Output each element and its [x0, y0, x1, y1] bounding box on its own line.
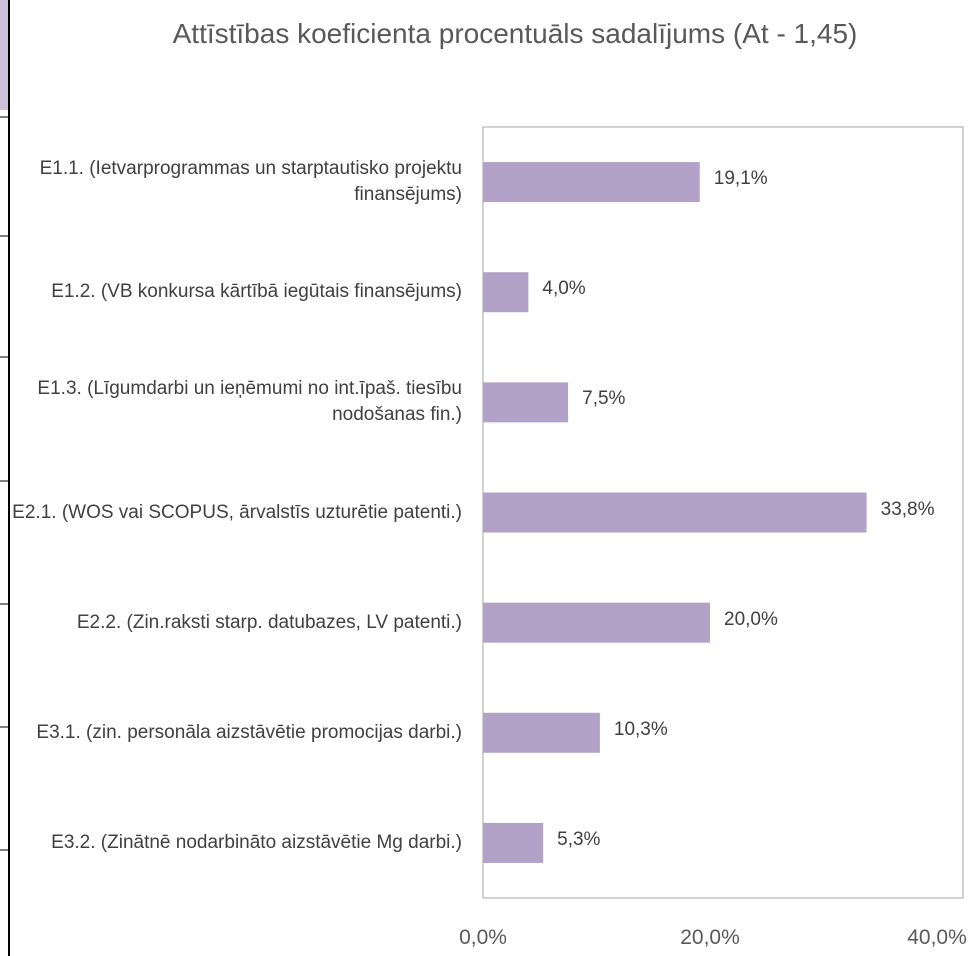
- category-label: E1.1. (Ietvarprogrammas un starptautisko…: [39, 158, 462, 206]
- bar: [483, 712, 600, 753]
- category-label: E2.2. (Zin.raksti starp. datubazes, LV p…: [76, 611, 462, 633]
- category-label: E1.3. (Līgumdarbi un ieņēmumi no int.īpa…: [37, 378, 462, 426]
- bar: [483, 602, 710, 643]
- category-label: E1.2. (VB konkursa kārtībā iegūtais fina…: [51, 281, 462, 303]
- side-ticks: [0, 116, 9, 851]
- bar: [483, 822, 544, 863]
- value-label: 7,5%: [582, 388, 626, 410]
- chart-title: Attīstības koeficienta procentuāls sadal…: [172, 18, 858, 49]
- value-label: 4,0%: [542, 278, 586, 300]
- value-label: 5,3%: [557, 828, 601, 850]
- x-tick-label: 40,0%: [907, 926, 967, 949]
- value-label: 19,1%: [713, 168, 768, 190]
- category-label: E2.1. (WOS vai SCOPUS, ārvalstīs uzturēt…: [12, 501, 462, 523]
- bar: [483, 272, 529, 313]
- bar: [483, 382, 569, 423]
- value-label: 33,8%: [880, 498, 935, 520]
- side-block: [0, 0, 10, 110]
- category-label: E3.1. (zin. personāla aizstāvētie promoc…: [36, 721, 462, 743]
- value-label: 10,3%: [613, 718, 668, 740]
- x-tick-label: 20,0%: [680, 926, 740, 949]
- x-tick-label: 0,0%: [459, 926, 507, 949]
- bar: [483, 492, 867, 533]
- value-label: 20,0%: [724, 608, 778, 630]
- bar: [483, 162, 700, 203]
- category-label: E3.2. (Zinātnē nodarbināto aizstāvētie M…: [51, 831, 462, 853]
